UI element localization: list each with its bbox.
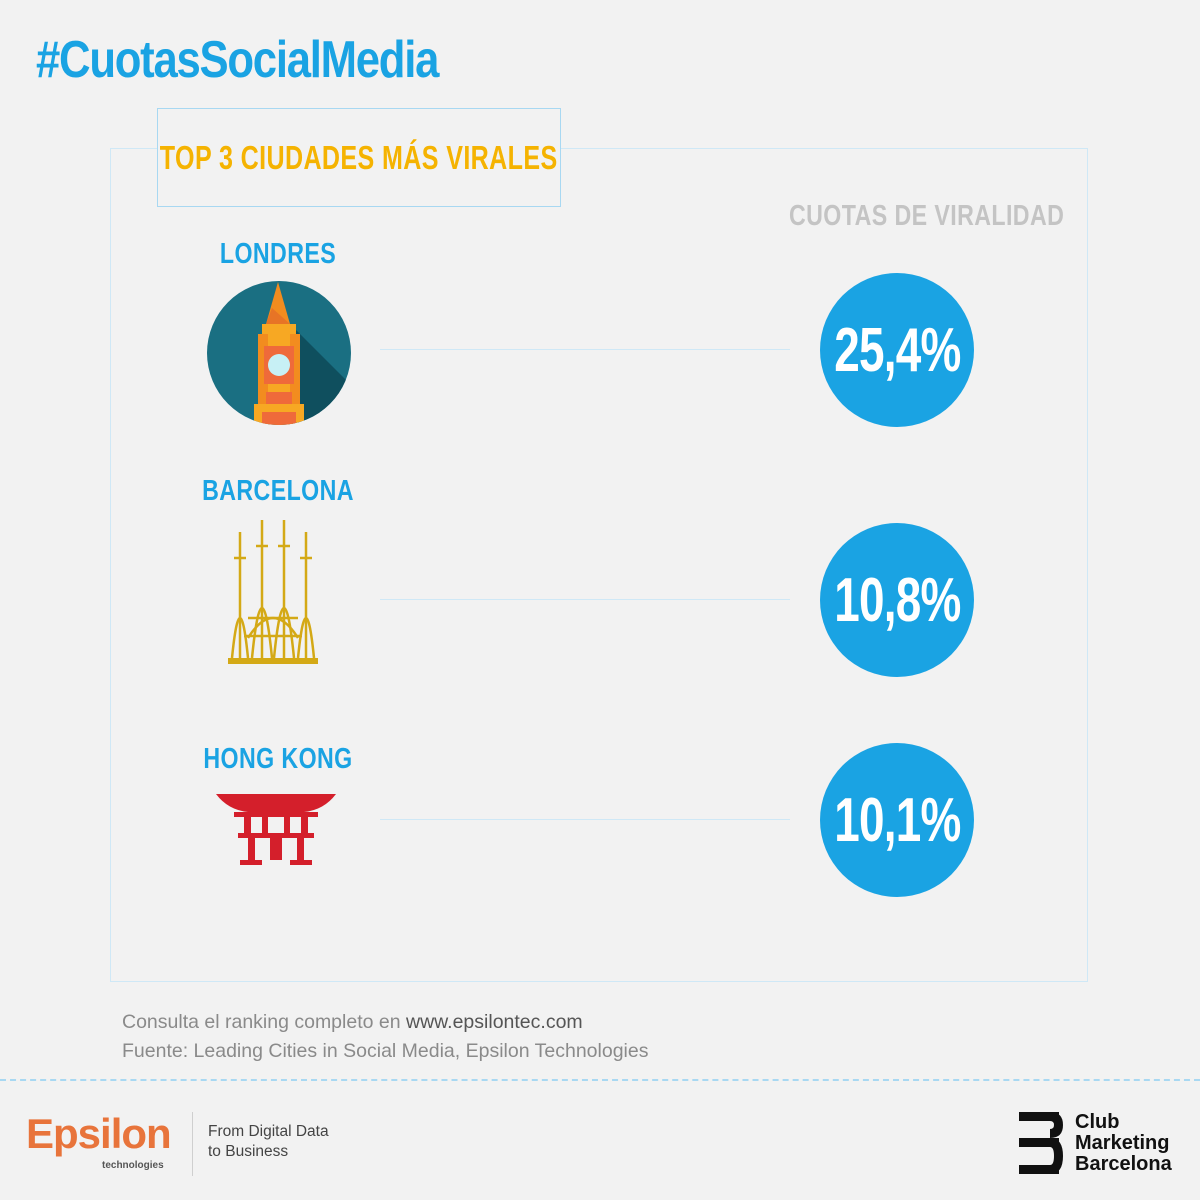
epsilon-tagline-line-2: to Business (208, 1143, 289, 1160)
share-value: 10,1% (833, 785, 961, 855)
connector-line (380, 349, 790, 350)
share-value: 25,4% (833, 315, 961, 385)
connector-line (380, 599, 790, 600)
epsilon-tagline-line-1: From Digital Data (208, 1123, 329, 1140)
share-bubble: 10,8% (820, 523, 974, 677)
sagrada-familia-icon (228, 520, 318, 664)
epsilon-url-link[interactable]: www.epsilontec.com (406, 1011, 583, 1033)
infographic-title: TOP 3 CIUDADES MÁS VIRALES (160, 138, 558, 176)
hashtag-title: #CuotasSocialMedia (36, 31, 439, 89)
share-bubble: 10,1% (820, 743, 974, 897)
epsilon-logo: Epsilon (26, 1110, 172, 1157)
city-name-barcelona: BARCELONA (202, 475, 354, 507)
connector-line (380, 819, 790, 820)
footer-divider (0, 1079, 1200, 1081)
content-panel (110, 148, 1088, 982)
epsilon-subtitle: technologies (102, 1160, 164, 1171)
title-box: TOP 3 CIUDADES MÁS VIRALES (157, 108, 561, 207)
epsilon-tagline: From Digital Data to Business (208, 1122, 329, 1162)
cmb-line-2: Marketing (1075, 1132, 1170, 1154)
column-header: CUOTAS DE VIRALIDAD (789, 200, 1065, 232)
source-note: Fuente: Leading Cities in Social Media, … (122, 1040, 649, 1062)
consult-prefix: Consulta el ranking completo en (122, 1011, 406, 1033)
club-marketing-barcelona-logo: Club Marketing Barcelona (1075, 1112, 1172, 1175)
hong-kong-gate-icon (216, 794, 336, 865)
cmb-line-3: Barcelona (1075, 1153, 1172, 1175)
share-value: 10,8% (833, 565, 961, 635)
club-marketing-barcelona-mark-icon (1019, 1112, 1063, 1174)
logo-divider (192, 1112, 193, 1176)
city-name-hong-kong: HONG KONG (203, 743, 353, 775)
big-ben-icon (207, 281, 351, 425)
city-name-londres: LONDRES (219, 238, 337, 270)
share-bubble: 25,4% (820, 273, 974, 427)
cmb-line-1: Club (1075, 1111, 1120, 1133)
consult-note: Consulta el ranking completo en www.epsi… (122, 1011, 583, 1034)
